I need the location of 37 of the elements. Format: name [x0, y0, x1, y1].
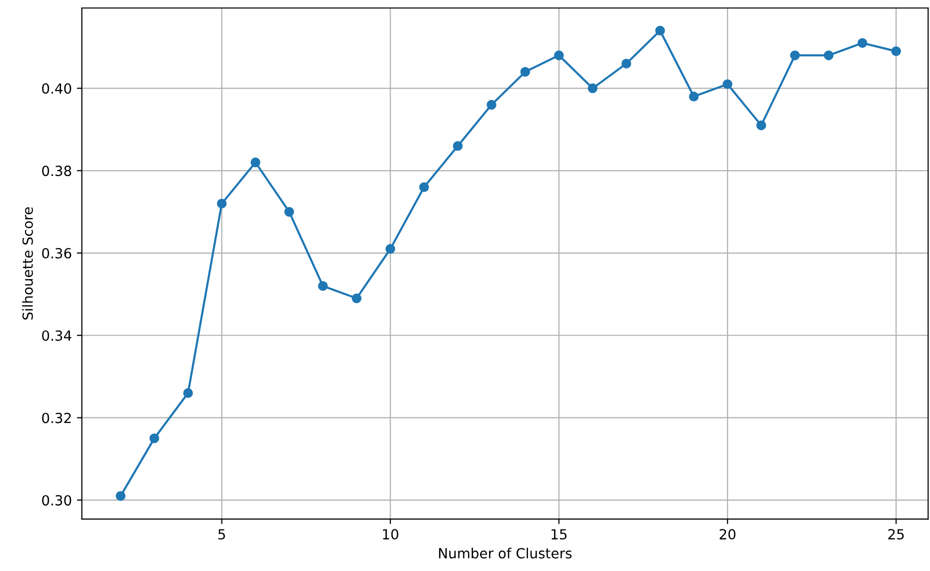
point [116, 491, 126, 501]
point [722, 79, 732, 90]
y-axis-title: Silhouette Score [22, 207, 33, 320]
point [149, 433, 160, 444]
point [183, 388, 193, 398]
point [554, 50, 564, 60]
y-tick-label: 0.32 [42, 412, 71, 424]
x-tick-label: 10 [383, 529, 398, 540]
y-tick-label: 0.30 [42, 495, 72, 506]
point [452, 141, 463, 151]
point [824, 50, 834, 60]
y-tick-label: 0.40 [42, 83, 72, 94]
point [385, 244, 396, 254]
point [419, 182, 429, 192]
point [655, 26, 665, 36]
point [352, 293, 362, 304]
point [284, 206, 294, 217]
point [622, 58, 632, 68]
point [216, 198, 227, 208]
y-tick-label: 0.36 [42, 248, 72, 258]
point [318, 281, 328, 291]
point [688, 92, 699, 102]
x-tick-label: 25 [888, 529, 904, 540]
point [858, 38, 868, 48]
y-tick-label: 0.34 [42, 330, 72, 341]
x-tick-label: 15 [552, 529, 567, 540]
point [588, 83, 598, 94]
point [250, 158, 260, 168]
x-axis-title: Number of Clusters [439, 548, 572, 559]
x-tick-label: 5 [218, 529, 225, 540]
y-tick-label: 0.38 [42, 166, 72, 176]
point [790, 50, 800, 60]
point [520, 66, 530, 77]
x-tick-label: 20 [720, 529, 736, 540]
point [891, 46, 901, 56]
point [756, 120, 766, 130]
point [486, 100, 496, 110]
